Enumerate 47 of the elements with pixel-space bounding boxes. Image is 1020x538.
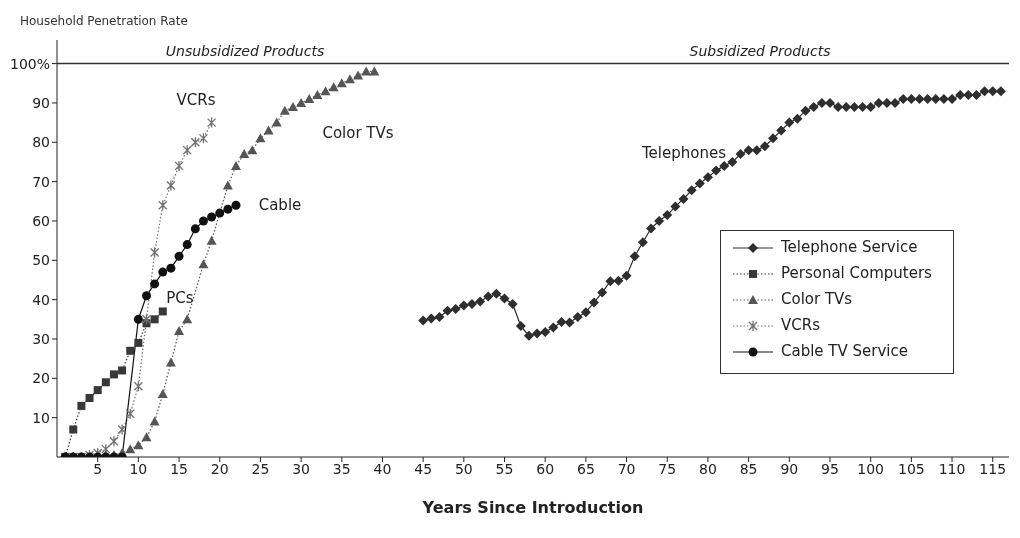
y-tick-label: 100% [9, 55, 50, 72]
x-tick-label: 90 [780, 460, 799, 477]
legend-label: Color TVs [781, 290, 853, 308]
y-tick-label: 50 [32, 252, 50, 269]
x-tick-label: 15 [170, 460, 188, 477]
annotation: Cable [257, 196, 303, 214]
annotation: PCs [166, 289, 194, 307]
x-tick-label: 50 [454, 460, 473, 477]
x-tick-label: 60 [536, 460, 555, 477]
x-tick-label: 10 [129, 460, 148, 477]
legend-label: VCRs [781, 316, 820, 334]
x-tick-label: 105 [897, 460, 925, 477]
y-tick-label: 70 [32, 173, 50, 190]
x-tick-label: 30 [292, 460, 311, 477]
x-tick-label: 85 [739, 460, 758, 477]
y-tick-label: 40 [32, 291, 50, 308]
x-axis-title: Years Since Introduction [421, 498, 645, 517]
legend-label: Personal Computers [781, 264, 932, 282]
legend-label: Cable TV Service [781, 342, 908, 360]
y-tick-label: 10 [32, 409, 50, 426]
annotation: Telephones [641, 144, 727, 162]
y-tick-label: 90 [32, 94, 50, 111]
x-tick-label: 115 [979, 460, 1007, 477]
annotation: Color TVs [321, 124, 395, 142]
annotation: Unsubsidized Products [164, 42, 326, 59]
x-tick-label: 5 [93, 460, 103, 477]
x-tick-label: 95 [821, 460, 839, 477]
x-tick-label: 65 [576, 460, 595, 477]
x-tick-label: 20 [210, 460, 229, 477]
y-tick-label: 20 [32, 370, 50, 387]
x-tick-label: 75 [658, 460, 677, 477]
y-tick-label: 80 [32, 134, 50, 151]
annotation: VCRs [176, 91, 216, 109]
x-tick-label: 55 [495, 460, 514, 477]
y-tick-label: 60 [32, 212, 50, 229]
legend-label: Telephone Service [781, 238, 918, 256]
y-axis-title: Household Penetration Rate [20, 14, 188, 28]
annotation: Subsidized Products [688, 42, 832, 59]
x-tick-label: 80 [699, 460, 717, 477]
x-tick-label: 70 [617, 460, 636, 477]
x-tick-label: 110 [938, 460, 966, 477]
x-tick-label: 45 [414, 460, 433, 477]
x-tick-label: 35 [332, 460, 351, 477]
y-tick-label: 30 [32, 330, 50, 347]
x-tick-label: 40 [373, 460, 392, 477]
x-tick-label: 100 [857, 460, 885, 477]
x-tick-label: 25 [251, 460, 270, 477]
